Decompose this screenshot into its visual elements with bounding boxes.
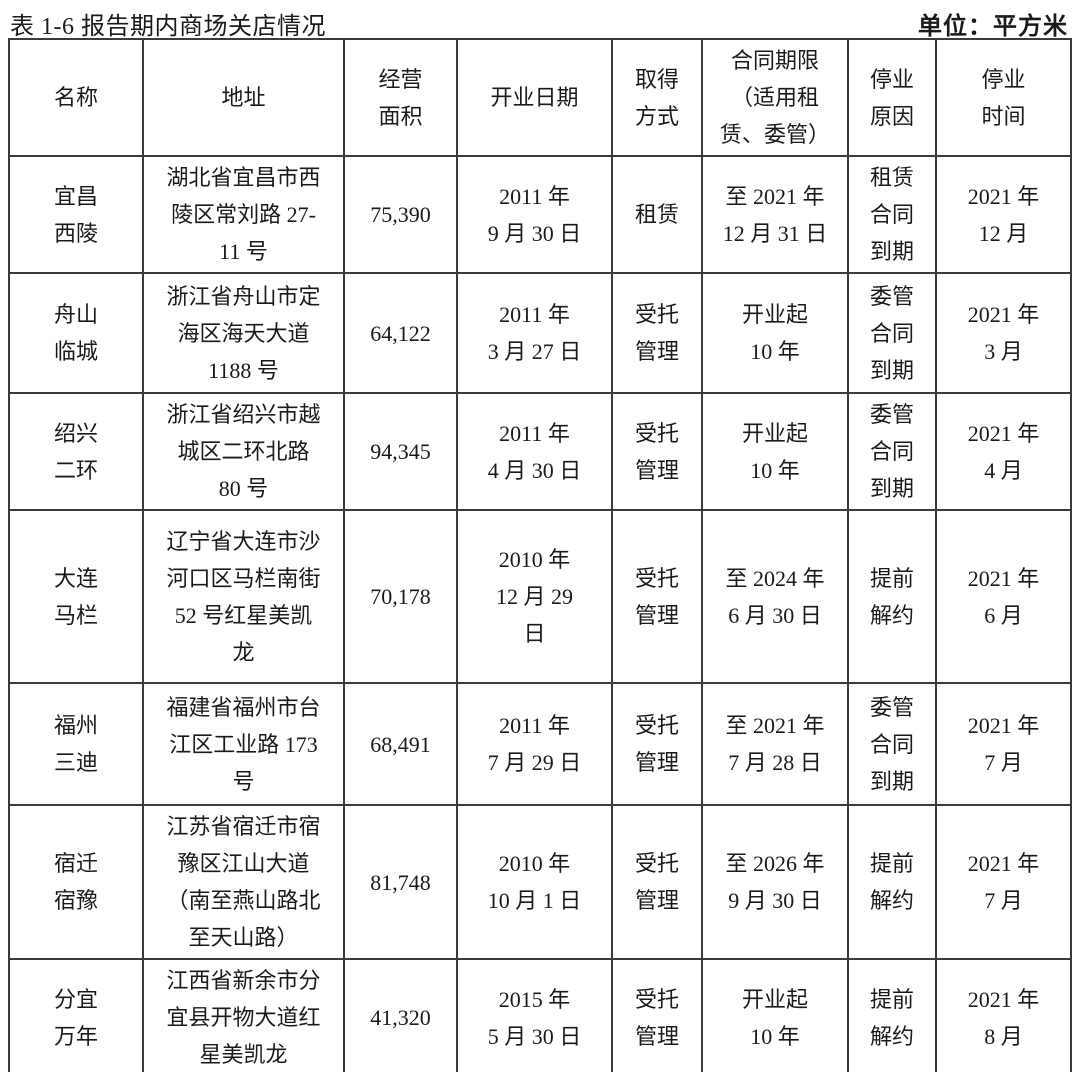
cell-close-time: 2021 年 4 月 (935, 392, 1072, 511)
cell-open-date: 2011 年 7 月 29 日 (456, 682, 613, 806)
table-row: 舟山 临城 浙江省舟山市定 海区海天大道 1188 号 64,122 2011 … (8, 272, 1072, 394)
cell-address: 湖北省宜昌市西 陵区常刘路 27- 11 号 (142, 155, 345, 274)
cell-term: 至 2026 年 9 月 30 日 (701, 804, 849, 960)
cell-area: 68,491 (343, 682, 458, 806)
cell-name: 宿迁 宿豫 (8, 804, 144, 960)
cell-close-time: 2021 年 3 月 (935, 272, 1072, 394)
cell-term: 开业起 10 年 (701, 272, 849, 394)
table-row: 分宜 万年 江西省新余市分 宜县开物大道红 星美凯龙 41,320 2015 年… (8, 958, 1072, 1072)
cell-reason: 委管 合同 到期 (847, 392, 937, 511)
cell-term: 开业起 10 年 (701, 392, 849, 511)
cell-address: 江苏省宿迁市宿 豫区江山大道 （南至燕山路北 至天山路） (142, 804, 345, 960)
cell-name: 绍兴 二环 (8, 392, 144, 511)
cell-open-date: 2011 年 4 月 30 日 (456, 392, 613, 511)
column-header-method: 取得 方式 (611, 38, 703, 157)
cell-area: 75,390 (343, 155, 458, 274)
cell-name: 舟山 临城 (8, 272, 144, 394)
cell-open-date: 2011 年 3 月 27 日 (456, 272, 613, 394)
cell-method: 受托 管理 (611, 804, 703, 960)
cell-open-date: 2010 年 10 月 1 日 (456, 804, 613, 960)
cell-term: 开业起 10 年 (701, 958, 849, 1072)
cell-method: 租赁 (611, 155, 703, 274)
table-row: 绍兴 二环 浙江省绍兴市越 城区二环北路 80 号 94,345 2011 年 … (8, 392, 1072, 511)
cell-name: 分宜 万年 (8, 958, 144, 1072)
cell-term: 至 2021 年 12 月 31 日 (701, 155, 849, 274)
column-header-open-date: 开业日期 (456, 38, 613, 157)
cell-name: 宜昌 西陵 (8, 155, 144, 274)
column-header-name: 名称 (8, 38, 144, 157)
cell-open-date: 2010 年 12 月 29 日 (456, 509, 613, 684)
cell-name: 福州 三迪 (8, 682, 144, 806)
cell-method: 受托 管理 (611, 509, 703, 684)
cell-address: 浙江省舟山市定 海区海天大道 1188 号 (142, 272, 345, 394)
cell-area: 41,320 (343, 958, 458, 1072)
cell-address: 辽宁省大连市沙 河口区马栏南街 52 号红星美凯 龙 (142, 509, 345, 684)
mall-closure-table: 名称 地址 经营 面积 开业日期 取得 方式 合同期限 （适用租 赁、委管） 停… (8, 38, 1072, 1072)
cell-reason: 委管 合同 到期 (847, 682, 937, 806)
cell-open-date: 2011 年 9 月 30 日 (456, 155, 613, 274)
table-caption-row: 表 1-6 报告期内商场关店情况 单位：平方米 (8, 5, 1072, 40)
cell-term: 至 2024 年 6 月 30 日 (701, 509, 849, 684)
cell-address: 江西省新余市分 宜县开物大道红 星美凯龙 (142, 958, 345, 1072)
cell-method: 受托 管理 (611, 958, 703, 1072)
cell-open-date: 2015 年 5 月 30 日 (456, 958, 613, 1072)
cell-method: 受托 管理 (611, 682, 703, 806)
column-header-reason: 停业 原因 (847, 38, 937, 157)
cell-method: 受托 管理 (611, 272, 703, 394)
table-caption: 表 1-6 报告期内商场关店情况 (10, 14, 326, 40)
table-row: 宜昌 西陵 湖北省宜昌市西 陵区常刘路 27- 11 号 75,390 2011… (8, 155, 1072, 274)
cell-name: 大连 马栏 (8, 509, 144, 684)
cell-area: 64,122 (343, 272, 458, 394)
cell-reason: 提前 解约 (847, 509, 937, 684)
cell-reason: 提前 解约 (847, 804, 937, 960)
cell-method: 受托 管理 (611, 392, 703, 511)
column-header-close-time: 停业 时间 (935, 38, 1072, 157)
cell-term: 至 2021 年 7 月 28 日 (701, 682, 849, 806)
header-row: 名称 地址 经营 面积 开业日期 取得 方式 合同期限 （适用租 赁、委管） 停… (8, 38, 1072, 157)
cell-address: 浙江省绍兴市越 城区二环北路 80 号 (142, 392, 345, 511)
column-header-area: 经营 面积 (343, 38, 458, 157)
cell-close-time: 2021 年 12 月 (935, 155, 1072, 274)
unit-label: 单位：平方米 (918, 14, 1068, 40)
column-header-term: 合同期限 （适用租 赁、委管） (701, 38, 849, 157)
column-header-address: 地址 (142, 38, 345, 157)
cell-reason: 租赁 合同 到期 (847, 155, 937, 274)
table-row: 福州 三迪 福建省福州市台 江区工业路 173 号 68,491 2011 年 … (8, 682, 1072, 806)
cell-close-time: 2021 年 7 月 (935, 804, 1072, 960)
cell-close-time: 2021 年 7 月 (935, 682, 1072, 806)
table-row: 大连 马栏 辽宁省大连市沙 河口区马栏南街 52 号红星美凯 龙 70,178 … (8, 509, 1072, 684)
cell-close-time: 2021 年 6 月 (935, 509, 1072, 684)
cell-reason: 委管 合同 到期 (847, 272, 937, 394)
cell-reason: 提前 解约 (847, 958, 937, 1072)
cell-area: 81,748 (343, 804, 458, 960)
table-row: 宿迁 宿豫 江苏省宿迁市宿 豫区江山大道 （南至燕山路北 至天山路） 81,74… (8, 804, 1072, 960)
cell-close-time: 2021 年 8 月 (935, 958, 1072, 1072)
cell-area: 94,345 (343, 392, 458, 511)
cell-area: 70,178 (343, 509, 458, 684)
cell-address: 福建省福州市台 江区工业路 173 号 (142, 682, 345, 806)
